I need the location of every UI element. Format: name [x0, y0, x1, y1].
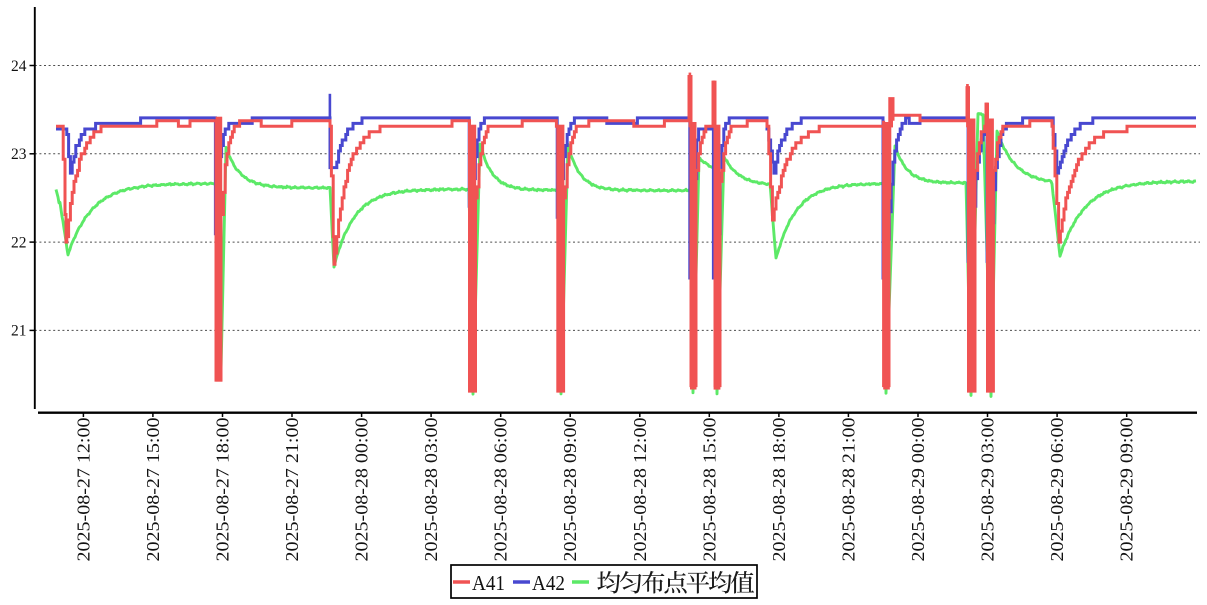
- svg-text:2025-08-29 00:00: 2025-08-29 00:00: [908, 418, 928, 562]
- svg-text:2025-08-28 18:00: 2025-08-28 18:00: [769, 418, 789, 562]
- svg-text:21: 21: [11, 323, 27, 340]
- svg-text:2025-08-29 03:00: 2025-08-29 03:00: [978, 418, 998, 562]
- svg-text:2025-08-27 21:00: 2025-08-27 21:00: [282, 418, 302, 562]
- svg-text:2025-08-27 15:00: 2025-08-27 15:00: [143, 418, 163, 562]
- svg-text:2025-08-28 12:00: 2025-08-28 12:00: [630, 418, 650, 562]
- svg-text:2025-08-27 18:00: 2025-08-27 18:00: [213, 418, 233, 562]
- svg-text:23: 23: [11, 146, 27, 163]
- svg-text:2025-08-28 03:00: 2025-08-28 03:00: [421, 418, 441, 562]
- svg-text:2025-08-28 15:00: 2025-08-28 15:00: [699, 418, 719, 562]
- svg-text:24: 24: [11, 58, 27, 75]
- svg-text:2025-08-29 06:00: 2025-08-29 06:00: [1047, 418, 1067, 562]
- svg-text:2025-08-28 21:00: 2025-08-28 21:00: [838, 418, 858, 562]
- svg-text:2025-08-29 09:00: 2025-08-29 09:00: [1117, 418, 1137, 562]
- svg-text:A42: A42: [532, 571, 565, 595]
- svg-text:2025-08-28 00:00: 2025-08-28 00:00: [352, 418, 372, 562]
- svg-text:2025-08-28 09:00: 2025-08-28 09:00: [560, 418, 580, 562]
- svg-text:2025-08-27 12:00: 2025-08-27 12:00: [73, 418, 93, 562]
- svg-text:2025-08-28 06:00: 2025-08-28 06:00: [491, 418, 511, 562]
- svg-text:A41: A41: [472, 571, 505, 595]
- svg-text:22: 22: [11, 234, 27, 251]
